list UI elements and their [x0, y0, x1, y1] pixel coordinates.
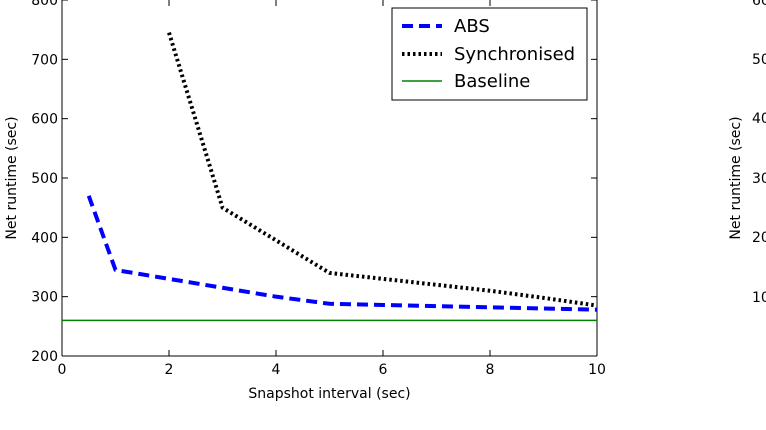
y-tick-label: 600 [31, 112, 58, 128]
x-tick-label: 10 [588, 362, 606, 378]
legend: ABS Synchronised Baseline [391, 7, 588, 101]
x-tick-label: 6 [379, 362, 388, 378]
second-y-tick-label: 50 [752, 52, 766, 68]
x-axis-label: Snapshot interval (sec) [248, 386, 410, 402]
y-tick-label: 700 [31, 52, 58, 68]
legend-label-baseline: Baseline [454, 71, 530, 92]
second-y-tick-label: 30 [752, 171, 766, 187]
y-axis-label: Net runtime (sec) [4, 116, 20, 239]
series-line-synchronised [167, 32, 597, 308]
y-tick-label: 500 [31, 171, 58, 187]
second-y-tick-label: 40 [752, 111, 766, 127]
second-y-tick-label: 10 [752, 290, 766, 306]
series-line-abs [86, 195, 597, 312]
second-y-ticks: 60 50 40 30 20 10 [752, 0, 766, 306]
x-tick-label: 8 [486, 362, 495, 378]
x-tick-label: 4 [272, 362, 281, 378]
second-plot: 60 50 40 30 20 10 Net runtime (sec) [728, 0, 766, 306]
series-layer [62, 32, 597, 322]
y-tick-label: 200 [31, 349, 58, 365]
x-ticks: 0 2 4 6 8 10 [58, 0, 606, 378]
x-tick-label: 0 [58, 362, 67, 378]
x-tick-label: 2 [165, 362, 174, 378]
second-y-tick-label: 20 [752, 230, 766, 246]
y-tick-label: 800 [31, 0, 58, 9]
main-plot: 0 2 4 6 8 10 200 300 400 500 600 700 800 Snapshot i… [4, 0, 606, 402]
y-tick-label: 300 [31, 290, 58, 306]
legend-label-abs: ABS [454, 16, 490, 37]
y-tick-label: 400 [31, 230, 58, 246]
second-y-axis-label: Net runtime (sec) [728, 116, 744, 239]
legend-label-synchronised: Synchronised [454, 44, 575, 65]
y-ticks: 200 300 400 500 600 700 800 [31, 0, 597, 365]
second-y-tick-label: 60 [752, 0, 766, 9]
